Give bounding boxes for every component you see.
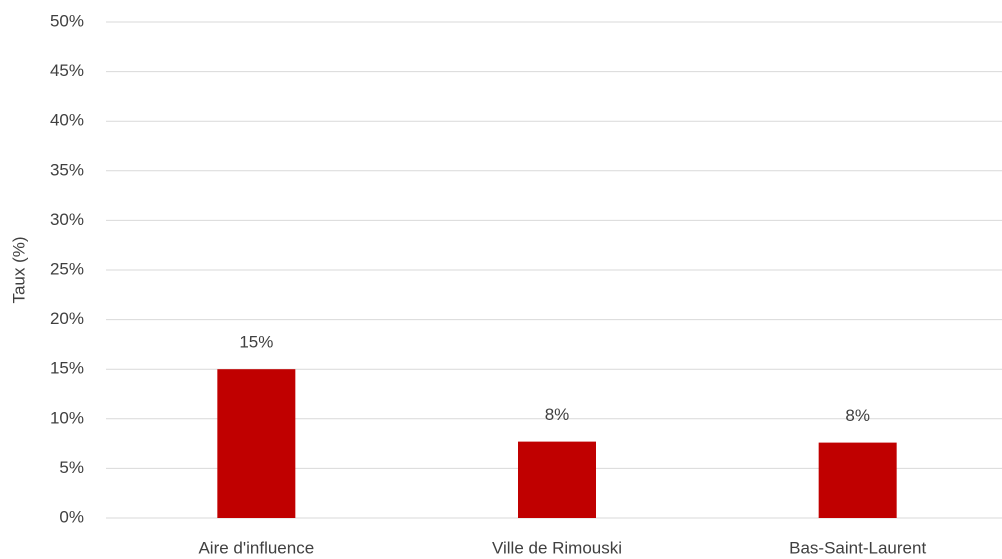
value-label: 8% xyxy=(545,405,570,424)
bar xyxy=(818,442,897,518)
y-tick-label: 15% xyxy=(50,359,84,378)
value-label: 8% xyxy=(845,406,870,425)
x-tick-label: Ville de Rimouski xyxy=(492,538,622,557)
y-tick-label: 50% xyxy=(50,11,84,30)
y-tick-label: 10% xyxy=(50,408,84,427)
y-tick-label: 20% xyxy=(50,309,84,328)
y-tick-label: 25% xyxy=(50,259,84,278)
y-tick-label: 30% xyxy=(50,210,84,229)
y-tick-label: 0% xyxy=(59,507,84,526)
y-tick-label: 40% xyxy=(50,111,84,130)
y-tick-label: 5% xyxy=(59,458,84,477)
x-tick-label: Bas-Saint-Laurent xyxy=(789,538,926,557)
value-label: 15% xyxy=(239,333,273,352)
y-axis-title: Taux (%) xyxy=(9,236,28,303)
y-tick-label: 35% xyxy=(50,160,84,179)
y-tick-label: 45% xyxy=(50,61,84,80)
bar xyxy=(518,441,596,518)
bar xyxy=(217,369,296,518)
x-tick-label: Aire d'influence xyxy=(198,538,314,557)
